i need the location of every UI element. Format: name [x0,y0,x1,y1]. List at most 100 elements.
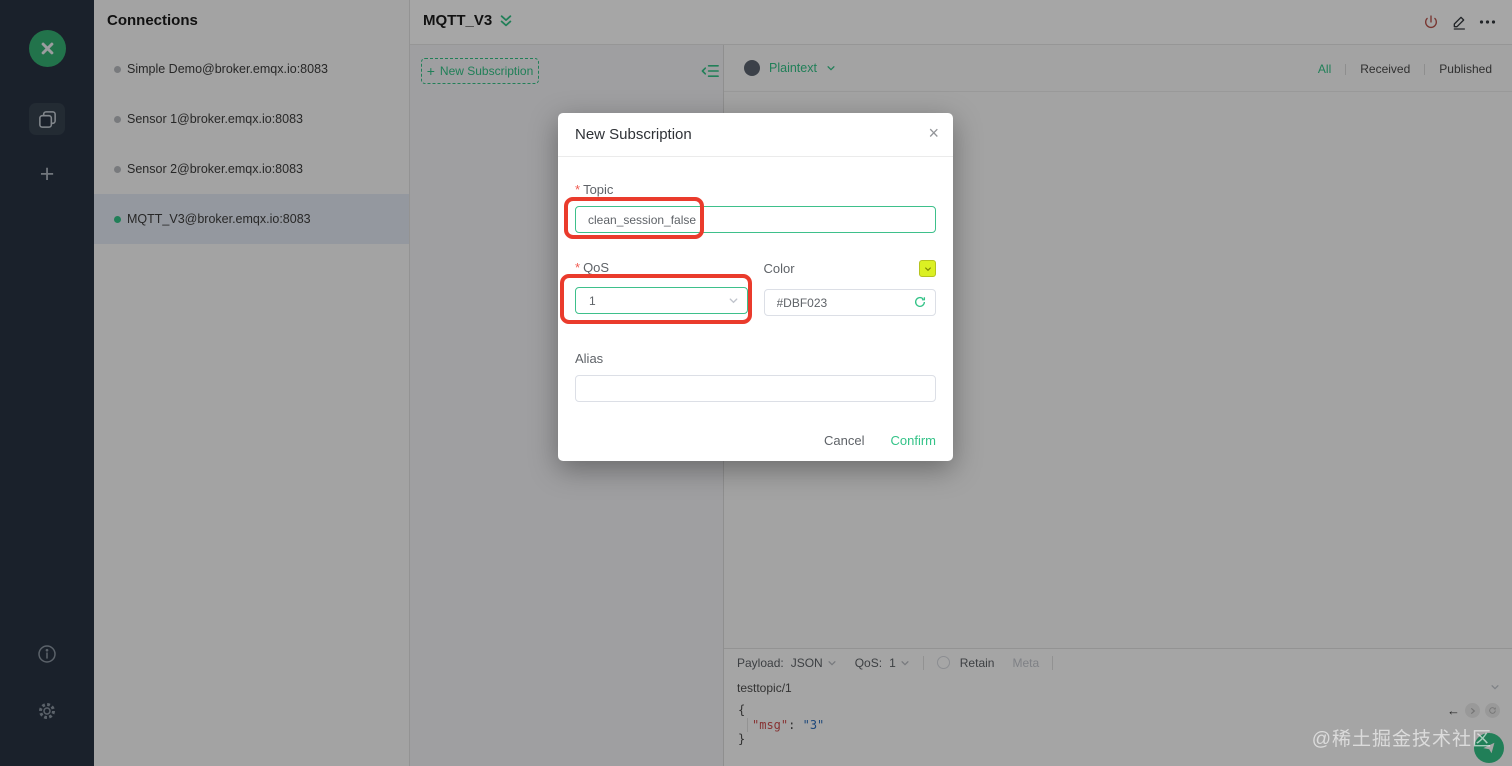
json-value: "3" [802,717,825,732]
chevron-down-icon [728,295,739,306]
connection-item-selected[interactable]: MQTT_V3@broker.emqx.io:8083 [94,194,409,244]
meta-button[interactable]: Meta [1012,655,1040,670]
connection-title: MQTT_V3 [423,12,493,29]
connection-item[interactable]: Sensor 2@broker.emqx.io:8083 [94,144,409,194]
retain-toggle[interactable]: Retain [936,655,995,670]
payload-type-dropdown[interactable]: JSON [791,656,837,670]
retain-radio-icon [936,656,950,669]
sidebar-item-about[interactable] [0,644,94,664]
tab-all[interactable]: All [1317,62,1332,76]
qos-color-row: * QoS 1 Color [575,260,936,316]
new-subscription-dialog: New Subscription × *Topic *QoS 1 [558,113,953,461]
watermark-text: @稀土掘金技术社区 [1311,729,1492,750]
publish-topic-input[interactable]: testtopic/1 [724,676,1512,699]
status-dot-disconnected [114,65,121,73]
connection-item[interactable]: Simple Demo@broker.emqx.io:8083 [94,44,409,94]
connections-list: Simple Demo@broker.emqx.io:8083 Sensor 1… [94,44,409,244]
retain-label: Retain [959,655,995,670]
info-icon [37,644,57,664]
payload-label: Payload: [737,655,784,670]
paper-plane-icon [1483,742,1495,754]
mqttx-logo [29,30,66,67]
refresh-color-icon[interactable] [913,295,927,309]
publish-topic-value: testtopic/1 [737,680,792,695]
new-subscription-button[interactable]: + New Subscription [421,58,539,84]
messages-toolbar: Plaintext All Received Published [724,45,1512,92]
close-icon[interactable]: × [928,123,939,143]
qos-value: 1 [889,655,896,670]
connection-name: Sensor 1@broker.emqx.io:8083 [127,112,303,126]
alias-input[interactable] [575,375,936,402]
color-field-label: Color [763,261,795,276]
mqttx-x-icon [41,42,54,55]
connection-name: Simple Demo@broker.emqx.io:8083 [127,62,328,76]
json-key: "msg" [752,717,789,732]
cancel-button[interactable]: Cancel [824,433,865,448]
chevron-down-icon[interactable] [1490,682,1500,692]
qos-select[interactable]: 1 [575,287,748,314]
toolbar-separator [1052,655,1054,670]
color-input[interactable] [763,289,936,316]
qos-field-label: * QoS [575,260,610,275]
gear-icon [37,701,57,721]
sidebar-item-connections[interactable] [0,103,94,135]
sidebar: + [0,0,94,766]
history-forward-icon[interactable] [1465,703,1480,718]
double-chevron-down-icon[interactable] [499,14,513,28]
plus-icon: + [39,160,55,188]
disconnect-power-icon[interactable] [1423,14,1439,30]
dialog-title: New Subscription [575,126,692,143]
annotation-box-qos [560,274,752,324]
payload-type-value: JSON [790,655,823,670]
connections-icon [29,103,65,135]
topic-field-label: * Topic [575,182,614,197]
scroll-mode-icon[interactable] [744,60,760,76]
chevron-down-icon [827,66,835,71]
status-dot-connected [114,215,121,223]
tab-separator [1345,63,1347,75]
new-subscription-label: New Subscription [439,64,534,78]
connection-name: Sensor 2@broker.emqx.io:8083 [127,162,303,176]
topic-input[interactable] [575,206,936,233]
qos-selected-value: 1 [589,293,596,308]
history-controls: ← [1447,703,1500,718]
required-mark: * [575,182,581,197]
header-actions [1423,14,1496,30]
payload-format-dropdown[interactable]: Plaintext [744,60,836,76]
dialog-body: *Topic *QoS 1 Color [558,157,953,402]
more-options-icon[interactable] [1479,14,1496,30]
color-field [763,289,936,316]
connection-item[interactable]: Sensor 1@broker.emqx.io:8083 [94,94,409,144]
tab-received[interactable]: Received [1360,62,1411,76]
status-dot-disconnected [114,165,121,173]
qos-column: * QoS 1 [575,260,748,316]
sidebar-item-new-connection[interactable]: + [0,160,94,189]
dialog-footer: Cancel Confirm [824,433,936,448]
connection-name: MQTT_V3@broker.emqx.io:8083 [127,212,311,226]
publish-area: Payload: JSON QoS: 1 Retain Meta testtop… [724,648,1512,766]
plus-icon: + [426,63,435,79]
status-dot-disconnected [114,115,121,123]
qos-dropdown[interactable]: 1 [889,656,910,670]
confirm-button[interactable]: Confirm [890,433,936,448]
send-button[interactable] [1474,733,1504,763]
publish-toolbar: Payload: JSON QoS: 1 Retain Meta [724,649,1512,676]
chevron-down-icon [901,660,909,666]
tab-published[interactable]: Published [1439,62,1492,76]
payload-format-value: Plaintext [769,61,817,75]
chevron-down-icon [828,660,836,666]
history-refresh-icon[interactable] [1485,703,1500,718]
payload-editor[interactable]: { "msg": "3" } [724,699,1512,747]
collapse-panel-icon[interactable] [701,63,720,79]
history-back-icon[interactable]: ← [1447,703,1460,718]
code-line: { [738,703,746,717]
color-column: Color [763,260,936,316]
sidebar-item-settings[interactable] [0,701,94,721]
toolbar-separator [922,655,924,670]
alias-field-label: Alias [575,351,604,366]
connections-title: Connections [107,12,198,29]
tab-separator [1424,63,1426,75]
edit-pencil-icon[interactable] [1451,14,1467,30]
color-swatch[interactable] [919,260,936,277]
